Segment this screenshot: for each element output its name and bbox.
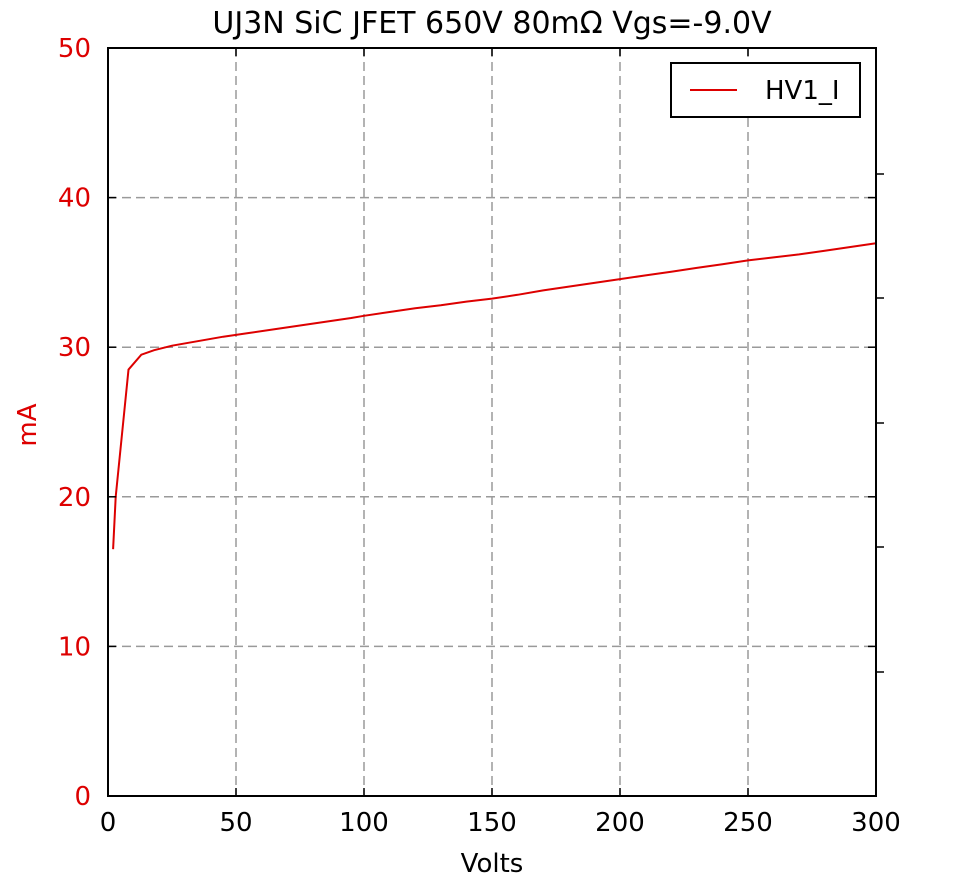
grid: [108, 48, 876, 796]
chart-title: UJ3N SiC JFET 650V 80mΩ Vgs=-9.0V: [212, 6, 772, 41]
y-axis-label: mA: [13, 403, 43, 446]
series-layer: [112, 242, 877, 550]
y-tick-label: 20: [58, 483, 91, 513]
y-tick-label: 40: [58, 184, 91, 214]
series-line: [112, 242, 877, 550]
x-tick-label: 150: [467, 808, 517, 838]
x-tick-label: 0: [100, 808, 117, 838]
legend-label: HV1_I: [765, 76, 840, 106]
y-tick-label: 50: [58, 34, 91, 64]
ticks: 0 50 100 150 200 250 300 0 10 20 30 40 50: [58, 34, 901, 838]
x-tick-label: 250: [723, 808, 773, 838]
x-tick-label: 50: [219, 808, 252, 838]
x-tick-label: 200: [595, 808, 645, 838]
x-tick-label: 100: [339, 808, 389, 838]
y-tick-label: 30: [58, 333, 91, 363]
legend: HV1_I: [670, 62, 861, 118]
y-tick-label: 10: [58, 632, 91, 662]
x-tick-label: 300: [851, 808, 901, 838]
x-axis-label: Volts: [461, 849, 524, 879]
y-tick-label: 0: [74, 782, 91, 812]
